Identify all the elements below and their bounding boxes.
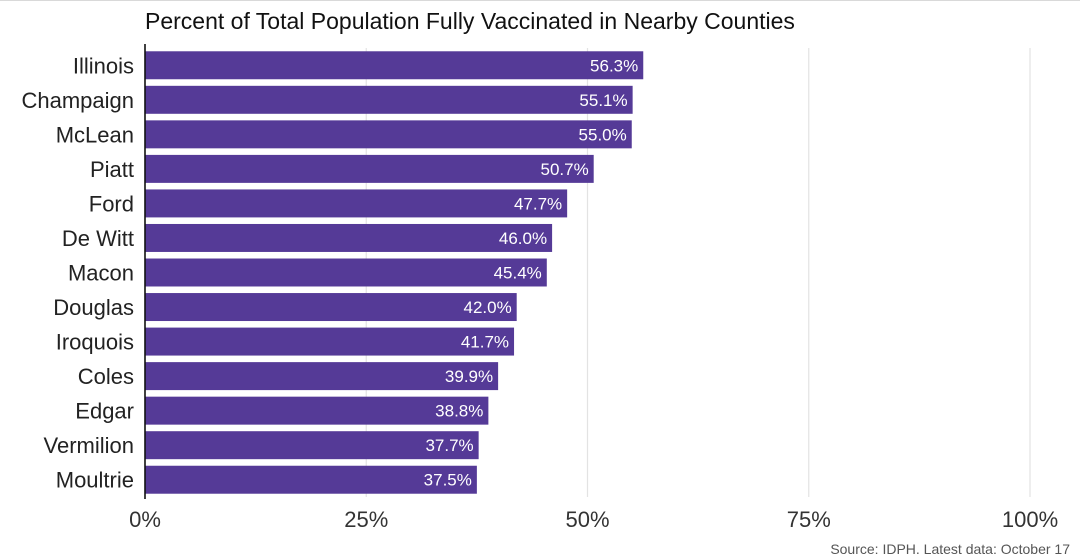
bar	[145, 293, 517, 322]
category-label: Coles	[78, 364, 134, 389]
bar	[145, 465, 477, 494]
data-label: 56.3%	[590, 56, 638, 75]
source-note: Source: IDPH. Latest data: October 17	[830, 541, 1070, 557]
bar	[145, 327, 515, 356]
labels: 0% 25% 50% 75% 100% Illinois 56.3% Champaign 55.…	[21, 53, 1058, 532]
bar	[145, 189, 568, 218]
data-label: 42.0%	[463, 298, 511, 317]
category-label: Macon	[68, 261, 134, 286]
bar	[145, 431, 479, 460]
category-label: Illinois	[73, 53, 134, 78]
data-label: 46.0%	[499, 229, 547, 248]
data-label: 55.0%	[579, 125, 627, 144]
bar	[145, 258, 547, 287]
data-label: 55.1%	[579, 91, 627, 110]
category-label: Douglas	[53, 295, 134, 320]
data-label: 47.7%	[514, 194, 562, 213]
x-tick-label: 100%	[1002, 507, 1058, 532]
chart-title: Percent of Total Population Fully Vaccin…	[145, 8, 795, 34]
bar	[145, 154, 594, 183]
data-label: 38.8%	[435, 402, 483, 421]
category-label: Moultrie	[56, 468, 134, 493]
data-label: 37.5%	[424, 471, 472, 490]
category-label: De Witt	[62, 226, 134, 251]
data-label: 41.7%	[461, 333, 509, 352]
data-label: 50.7%	[540, 160, 588, 179]
x-tick-label: 75%	[787, 507, 831, 532]
bars	[145, 51, 644, 494]
x-tick-label: 50%	[565, 507, 609, 532]
bar	[145, 223, 553, 252]
category-label: Edgar	[75, 399, 134, 424]
x-tick-label: 25%	[344, 507, 388, 532]
bar	[145, 85, 633, 114]
category-label: Piatt	[90, 157, 134, 182]
data-label: 39.9%	[445, 367, 493, 386]
category-label: Ford	[89, 191, 134, 216]
bar	[145, 51, 644, 80]
bar	[145, 396, 489, 425]
top-rule	[0, 0, 1080, 1]
bar	[145, 362, 499, 391]
x-tick-label: 0%	[129, 507, 161, 532]
category-label: Iroquois	[56, 330, 134, 355]
data-label: 37.7%	[425, 436, 473, 455]
category-label: Champaign	[21, 88, 134, 113]
data-label: 45.4%	[494, 264, 542, 283]
category-label: McLean	[56, 122, 134, 147]
category-label: Vermilion	[44, 433, 134, 458]
bar	[145, 120, 632, 149]
